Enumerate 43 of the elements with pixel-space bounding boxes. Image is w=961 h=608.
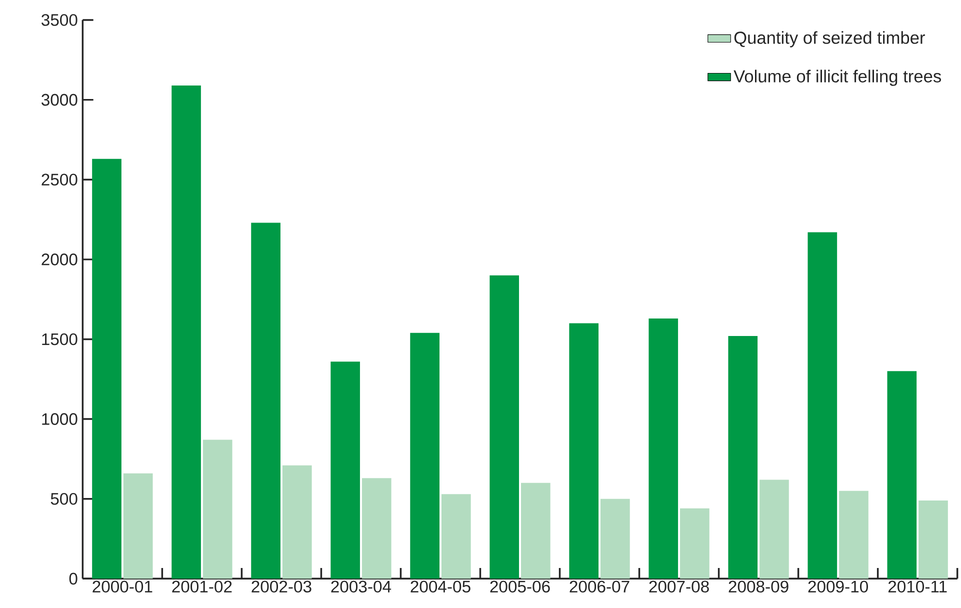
x-tick-label: 2007-08 xyxy=(649,580,709,593)
y-tick-label: 0 xyxy=(69,572,78,585)
y-tick-label: 500 xyxy=(50,492,78,505)
bar xyxy=(521,482,550,579)
bar xyxy=(839,490,868,579)
bar xyxy=(172,85,201,579)
bar xyxy=(490,275,520,579)
bar xyxy=(330,362,360,579)
x-tick-label: 2008-09 xyxy=(728,580,788,593)
x-tick-label: 2002-03 xyxy=(252,580,312,593)
x-tick-label: 2001-02 xyxy=(172,580,232,593)
y-tick-label: 2000 xyxy=(42,254,78,266)
bar xyxy=(760,480,789,579)
bar xyxy=(569,323,599,579)
x-tick-label: 2005-06 xyxy=(490,580,550,593)
bar xyxy=(648,318,678,579)
bar xyxy=(123,473,153,579)
y-tick-label: 1000 xyxy=(42,413,78,425)
bar xyxy=(410,332,440,579)
bar xyxy=(441,494,471,579)
bar xyxy=(808,232,838,579)
bar xyxy=(202,440,232,579)
bar xyxy=(282,465,312,579)
x-tick-label: 2010-11 xyxy=(888,580,947,593)
bar xyxy=(251,222,280,579)
x-tick-label: 2006-07 xyxy=(570,580,630,593)
x-tick-label: 2003-04 xyxy=(331,580,392,593)
bar xyxy=(680,508,710,579)
legend-label: Quantity of seized timber xyxy=(734,31,925,48)
legend-label: Volume of illicit felling trees xyxy=(734,70,941,86)
y-tick-label: 3000 xyxy=(42,94,78,106)
y-tick-label: 1500 xyxy=(42,333,78,346)
y-tick-label: 3500 xyxy=(42,14,78,26)
bar xyxy=(92,158,122,579)
bar xyxy=(887,371,917,579)
bar xyxy=(918,500,948,579)
x-tick-label: 2004-05 xyxy=(410,580,470,593)
x-tick-label: 2000-01 xyxy=(92,580,152,593)
bar xyxy=(600,498,630,579)
bar xyxy=(728,336,758,579)
bar xyxy=(362,478,392,579)
y-tick-label: 2500 xyxy=(42,174,78,186)
x-tick-label: 2009-10 xyxy=(808,580,868,593)
